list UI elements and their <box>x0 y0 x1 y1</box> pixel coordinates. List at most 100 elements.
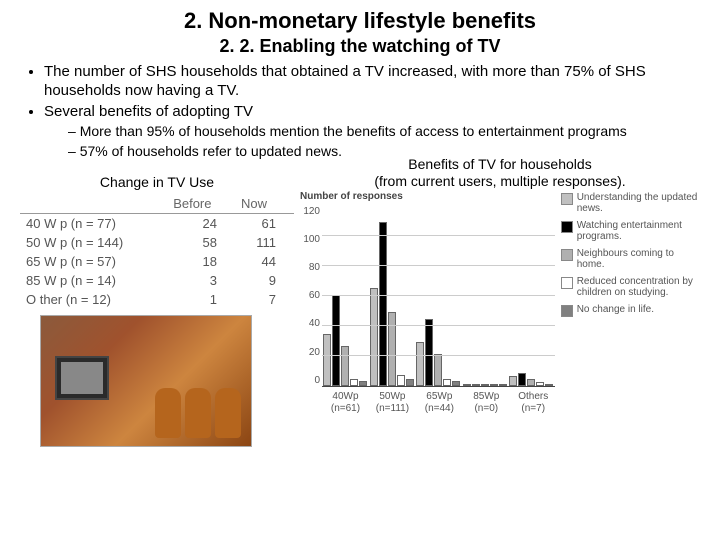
bar <box>490 384 498 386</box>
bar <box>509 376 517 386</box>
bar-group <box>370 222 414 386</box>
bar <box>350 379 358 386</box>
slide-title: 2. Non-monetary lifestyle benefits <box>20 8 700 34</box>
legend-item: Neighbours coming to home. <box>561 248 700 270</box>
y-axis-label: Number of responses <box>300 192 557 202</box>
x-tick-label: 50Wp(n=111) <box>369 391 415 415</box>
legend-label: No change in life. <box>577 304 654 315</box>
sub-bullets: More than 95% of households mention the … <box>68 123 700 160</box>
right-caption-line1: Benefits of TV for households <box>408 156 591 172</box>
bar-group <box>463 384 507 386</box>
bar <box>388 312 396 386</box>
row-label: 85 W p (n = 14) <box>20 271 167 290</box>
cell-now: 7 <box>235 290 294 309</box>
x-labels: 40Wp(n=61)50Wp(n=111)65Wp(n=44)85Wp(n=0)… <box>322 391 557 415</box>
y-tick: 80 <box>300 262 320 273</box>
bar <box>518 373 526 386</box>
cell-before: 3 <box>167 271 235 290</box>
bar <box>370 288 378 386</box>
bar <box>379 222 387 386</box>
table-row: 65 W p (n = 57)1844 <box>20 252 294 271</box>
household-photo <box>40 315 252 447</box>
bar <box>359 381 367 386</box>
legend-item: Understanding the updated news. <box>561 192 700 214</box>
right-caption-line2: (from current users, multiple responses)… <box>374 173 625 189</box>
bar <box>341 346 349 386</box>
legend-label: Watching entertainment programs. <box>577 220 700 242</box>
legend-item: Watching entertainment programs. <box>561 220 700 242</box>
bar <box>463 384 471 386</box>
table-row: 50 W p (n = 144)58111 <box>20 233 294 252</box>
chart-legend: Understanding the updated news. Watching … <box>557 192 700 415</box>
table-row: 40 W p (n = 77)2461 <box>20 214 294 234</box>
bar <box>481 384 489 386</box>
bar <box>406 379 414 386</box>
y-tick: 0 <box>300 375 320 386</box>
right-column: Benefits of TV for households (from curr… <box>300 162 700 447</box>
cell-now: 111 <box>235 233 294 252</box>
tv-use-table: Before Now 40 W p (n = 77)246150 W p (n … <box>20 194 294 309</box>
table-row: 85 W p (n = 14)39 <box>20 271 294 290</box>
table-row: O ther (n = 12)17 <box>20 290 294 309</box>
th-before: Before <box>167 194 235 214</box>
bar <box>434 354 442 386</box>
x-tick-label: Others(n=7) <box>510 391 556 415</box>
bar-group <box>509 373 553 386</box>
tv-icon <box>55 356 109 400</box>
legend-item: Reduced concentration by children on stu… <box>561 276 700 298</box>
bar <box>527 379 535 386</box>
right-caption: Benefits of TV for households (from curr… <box>300 156 700 190</box>
bar <box>545 384 553 386</box>
row-label: O ther (n = 12) <box>20 290 167 309</box>
bar <box>397 375 405 386</box>
bar-chart-plot: 120100806040200 <box>322 206 555 387</box>
people-icon <box>155 388 241 438</box>
x-tick-label: 40Wp(n=61) <box>322 391 368 415</box>
legend-label: Neighbours coming to home. <box>577 248 700 270</box>
left-column: Change in TV Use Before Now 40 W p (n = … <box>20 162 294 447</box>
main-bullets: The number of SHS households that obtain… <box>44 63 700 121</box>
bullet-1: The number of SHS households that obtain… <box>44 63 700 101</box>
legend-item: No change in life. <box>561 304 700 317</box>
slide: 2. Non-monetary lifestyle benefits 2. 2.… <box>0 0 720 455</box>
y-tick: 20 <box>300 347 320 358</box>
legend-swatch <box>561 193 573 205</box>
bar <box>332 295 340 386</box>
cell-before: 24 <box>167 214 235 234</box>
y-ticks: 120 100 80 60 40 20 0 <box>300 206 320 386</box>
bar <box>425 319 433 386</box>
th-now: Now <box>235 194 294 214</box>
x-tick-label: 85Wp(n=0) <box>463 391 509 415</box>
bar <box>443 379 451 386</box>
chart-container: Number of responses 120 100 80 60 40 20 0 40Wp… <box>300 192 700 415</box>
legend-swatch <box>561 221 573 233</box>
cell-now: 44 <box>235 252 294 271</box>
bar-group <box>323 295 367 386</box>
row-label: 50 W p (n = 144) <box>20 233 167 252</box>
bar <box>472 384 480 386</box>
legend-label: Understanding the updated news. <box>577 192 700 214</box>
x-tick-label: 65Wp(n=44) <box>416 391 462 415</box>
bullet-2: Several benefits of adopting TV <box>44 103 700 122</box>
row-label: 65 W p (n = 57) <box>20 252 167 271</box>
cell-now: 61 <box>235 214 294 234</box>
y-tick: 60 <box>300 290 320 301</box>
legend-swatch <box>561 277 573 289</box>
cell-before: 1 <box>167 290 235 309</box>
y-tick: 100 <box>300 234 320 245</box>
th-blank <box>20 194 167 214</box>
legend-swatch <box>561 249 573 261</box>
y-tick: 120 <box>300 206 320 217</box>
y-tick: 40 <box>300 318 320 329</box>
slide-subtitle: 2. 2. Enabling the watching of TV <box>20 36 700 57</box>
cell-now: 9 <box>235 271 294 290</box>
subbullet-1: More than 95% of households mention the … <box>68 123 700 141</box>
legend-swatch <box>561 305 573 317</box>
legend-label: Reduced concentration by children on stu… <box>577 276 700 298</box>
bar <box>452 381 460 386</box>
bar-group <box>416 319 460 386</box>
row-label: 40 W p (n = 77) <box>20 214 167 234</box>
left-caption: Change in TV Use <box>20 174 294 190</box>
content-row: Change in TV Use Before Now 40 W p (n = … <box>20 162 700 447</box>
chart-area: Number of responses 120 100 80 60 40 20 0 40Wp… <box>300 192 557 415</box>
